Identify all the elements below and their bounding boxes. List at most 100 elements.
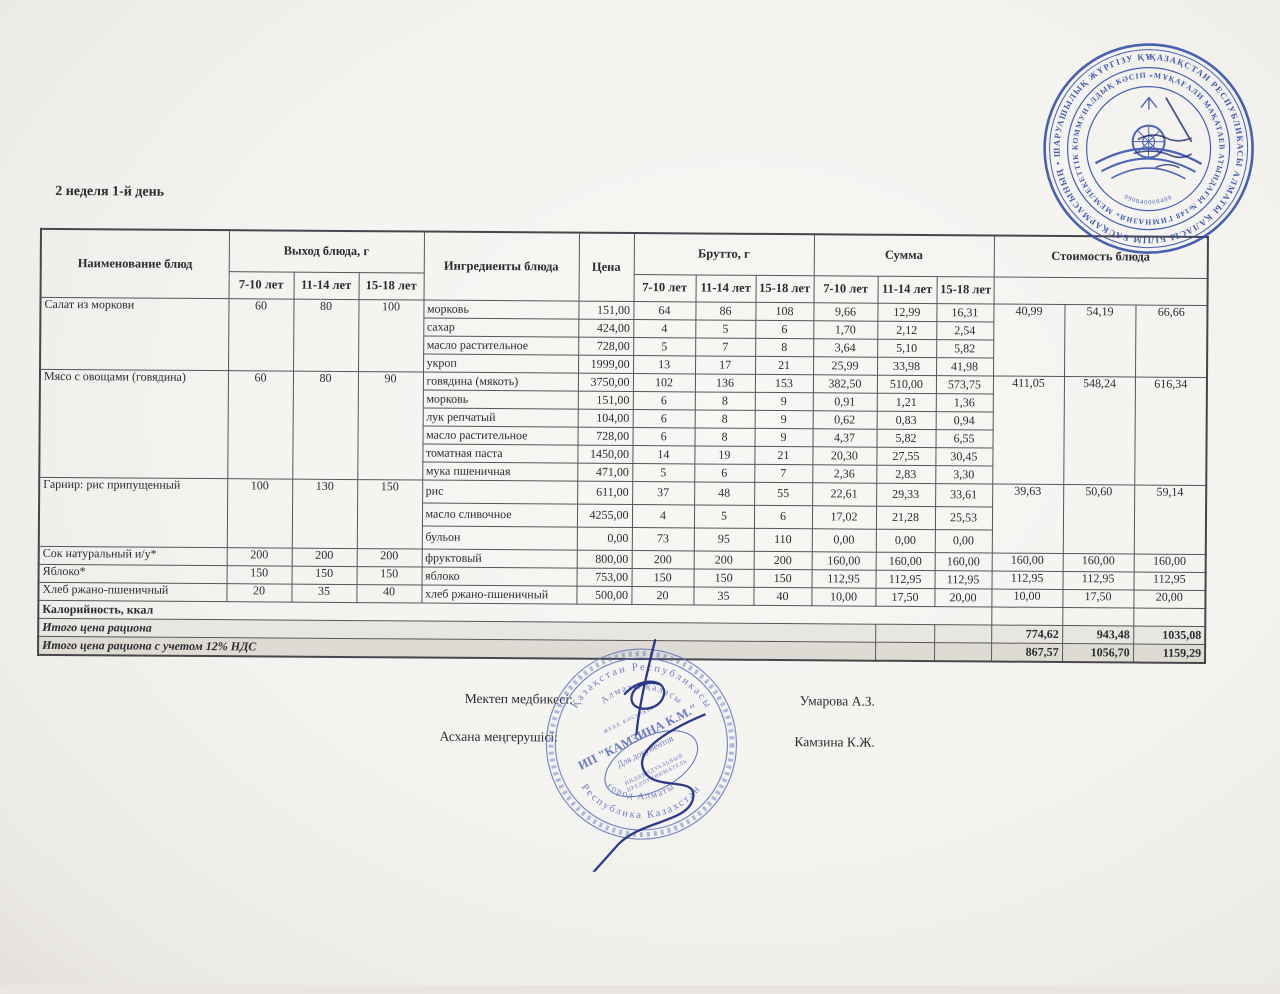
sum-cell-1: 160,00: [876, 552, 935, 570]
cost-cell-1: 17,50: [1062, 590, 1133, 608]
dish-name-cell: Сок натуральный и/у*: [39, 546, 227, 565]
gross-cell-0: 64: [633, 302, 695, 320]
price-cell: 728,00: [578, 337, 633, 355]
gross-cell-2: 9: [755, 410, 813, 428]
gross-cell-2: 9: [755, 428, 813, 446]
sum-cell-0: 0,00: [812, 529, 876, 552]
sum-cell-0: 2,36: [812, 465, 876, 483]
totals-empty-cell-1: [934, 643, 991, 662]
totals-value-cell-2: 1035,08: [1133, 626, 1205, 645]
output-cell-1: 200: [292, 548, 357, 566]
dish-name-cell: Гарнир: рис припущенный: [39, 477, 227, 547]
gross-cell-1: 8: [695, 428, 755, 446]
gross-cell-1: 150: [694, 569, 754, 587]
price-cell: 500,00: [576, 586, 631, 604]
gross-cell-2: 21: [754, 446, 812, 464]
gross-cell-1: 136: [695, 374, 755, 392]
sum-cell-0: 20,30: [812, 447, 876, 465]
gross-cell-0: 37: [632, 482, 694, 505]
output-cell-2: 150: [357, 567, 422, 585]
sum-cell-2: 0,00: [935, 530, 992, 553]
sum-cell-2: 20,00: [934, 589, 991, 607]
ingredient-cell: масло растительное: [423, 336, 578, 355]
sum-cell-0: 17,02: [812, 506, 876, 529]
ingredient-cell: яблоко: [422, 567, 577, 586]
cost-cell-1: 54,19: [1064, 305, 1136, 377]
gross-cell-2: 150: [754, 569, 812, 587]
output-cell-0: 100: [227, 479, 292, 548]
cost-cell-1: 112,95: [1063, 572, 1134, 590]
output-cell-1: 130: [292, 479, 357, 548]
sum-cell-0: 160,00: [812, 552, 876, 570]
col-header-sum: Сумма: [814, 234, 994, 277]
cost-cell-0: 160,00: [992, 553, 1063, 571]
gross-cell-1: 8: [695, 392, 755, 410]
sum-cell-1: 112,95: [876, 570, 935, 588]
ingredient-cell: томатная паста: [422, 444, 577, 463]
age-col-sum-1: 7-10 лет: [814, 276, 878, 303]
age-col-sum-3: 15-18 лет: [937, 277, 994, 304]
sum-cell-2: 1,36: [936, 394, 993, 412]
cost-cell-1: 548,24: [1063, 377, 1135, 485]
col-header-ingredients: Ингредиенты блюда: [424, 232, 579, 302]
age-col-output-2: 11-14 лет: [294, 272, 359, 299]
price-cell: 728,00: [578, 427, 633, 445]
price-cell: 611,00: [577, 481, 632, 504]
gross-cell-0: 6: [633, 410, 695, 428]
gross-cell-0: 5: [632, 464, 694, 482]
gross-cell-1: 17: [695, 356, 755, 374]
gross-cell-1: 95: [694, 528, 754, 551]
sum-cell-1: 5,82: [877, 429, 936, 447]
totals-value-cell-0: 774,62: [991, 625, 1062, 643]
totals-value-cell-0: 867,57: [991, 643, 1062, 662]
ingredient-cell: бульон: [422, 526, 577, 550]
gross-cell-2: 108: [755, 302, 813, 320]
sum-cell-1: 0,00: [876, 529, 935, 552]
sum-cell-1: 2,83: [876, 465, 935, 483]
gross-cell-0: 102: [633, 374, 695, 392]
ingredient-cell: укроп: [423, 354, 578, 373]
output-cell-0: 60: [228, 299, 294, 371]
menu-table-header: Наименование блюд Выход блюда, г Ингреди…: [41, 229, 1208, 306]
cost-cell-2: 59,14: [1134, 485, 1206, 555]
ingredient-cell: масло сливочное: [422, 503, 577, 527]
sum-cell-2: 2,54: [936, 322, 993, 340]
output-cell-2: 150: [357, 480, 422, 549]
gross-cell-1: 86: [695, 302, 755, 320]
sum-cell-0: 22,61: [812, 483, 876, 506]
gross-cell-0: 6: [633, 428, 695, 446]
age-col-gross-2: 11-14 лет: [696, 275, 756, 302]
age-col-output-3: 15-18 лет: [359, 273, 424, 300]
cost-cell-0: 40,99: [993, 304, 1065, 376]
gross-cell-2: 110: [754, 528, 812, 551]
dish-name-cell: Мясо с овощами (говядина): [39, 369, 228, 478]
sum-cell-1: 29,33: [876, 483, 935, 506]
cost-cell-2: 66,66: [1135, 305, 1208, 378]
cost-cell-2: 616,34: [1134, 377, 1207, 486]
gross-cell-1: 48: [694, 482, 754, 505]
price-cell: 151,00: [578, 391, 633, 409]
price-cell: 104,00: [578, 409, 633, 427]
school-stamp-number: 990840008489: [1123, 194, 1174, 207]
ingredient-cell: лук репчатый: [423, 408, 578, 427]
sum-cell-2: 3,30: [935, 466, 992, 484]
sum-cell-0: 112,95: [812, 570, 876, 588]
gross-cell-2: 9: [755, 392, 813, 410]
gross-cell-2: 21: [755, 356, 813, 374]
sum-cell-1: 27,55: [876, 447, 935, 465]
ingredient-cell: морковь: [423, 300, 578, 319]
price-cell: 4255,00: [577, 504, 632, 527]
dish-name-cell: Хлеб ржано-пшеничный: [38, 582, 226, 601]
gross-cell-2: 153: [755, 374, 813, 392]
price-cell: 151,00: [578, 301, 633, 319]
price-cell: 3750,00: [578, 373, 633, 391]
signature-name-nurse: Умарова А.З.: [800, 693, 875, 710]
school-stamp: ҚАЗАҚСТАН РЕСПУБЛИКАСЫ АЛМАТЫ ҚАЛАСЫ БІЛ…: [1037, 37, 1261, 261]
output-cell-1: 80: [292, 371, 358, 479]
price-cell: 424,00: [578, 319, 633, 337]
sum-cell-0: 0,91: [813, 393, 877, 411]
sum-cell-0: 3,64: [813, 339, 877, 357]
